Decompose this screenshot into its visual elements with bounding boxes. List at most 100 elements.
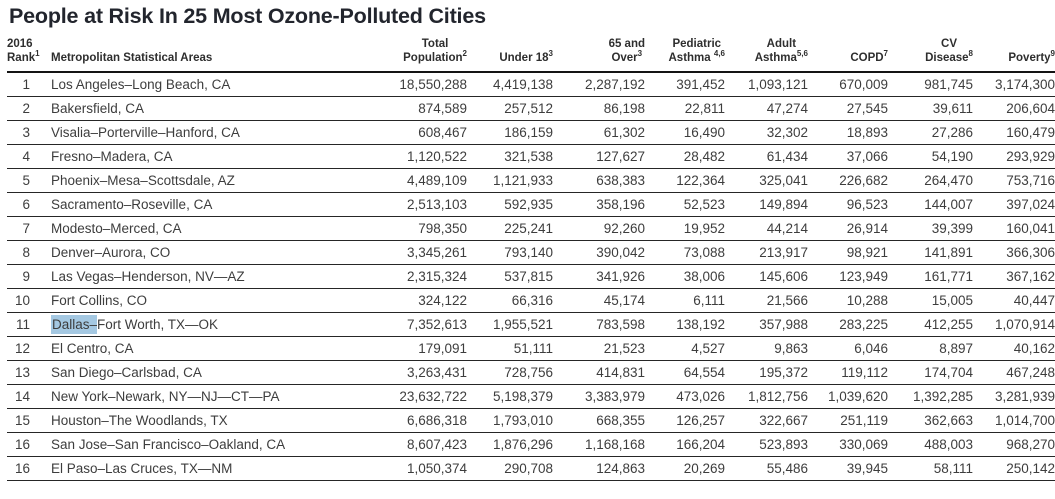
- rank-cell: 8: [7, 240, 43, 265]
- cv-disease-cell: 412,255: [888, 312, 973, 337]
- col-header-under-18: Under 183: [467, 38, 553, 73]
- col-header-metro-areas: Metropolitan Statistical Areas: [43, 38, 341, 73]
- rank-cell: 3: [7, 120, 43, 145]
- copd-cell: 251,119: [808, 408, 888, 433]
- table-row: 7 Modesto–Merced, CA 798,350 225,241 92,260 1…: [7, 216, 1055, 241]
- rank-cell: 15: [7, 408, 43, 433]
- cv-disease-cell: 58,111: [888, 456, 973, 481]
- rank-cell: 5: [7, 168, 43, 193]
- metro-area-cell: Dallas–Fort Worth, TX—OK: [43, 312, 341, 337]
- 65-and-over-cell: 414,831: [553, 360, 645, 385]
- metro-area-cell: New York–Newark, NY—NJ—CT—PA: [43, 384, 341, 409]
- adult-asthma-cell: 523,893: [725, 432, 808, 457]
- rank-cell: 9: [7, 264, 43, 289]
- 65-and-over-cell: 783,598: [553, 312, 645, 337]
- rank-cell: 16: [7, 456, 43, 481]
- copd-cell: 98,921: [808, 240, 888, 265]
- poverty-cell: 366,306: [973, 240, 1055, 265]
- table-row: 10 Fort Collins, CO 324,122 66,316 45,174 6,1…: [7, 288, 1055, 313]
- 65-and-over-cell: 92,260: [553, 216, 645, 241]
- poverty-cell: 467,248: [973, 360, 1055, 385]
- table-row: 5 Phoenix–Mesa–Scottsdale, AZ 4,489,109 1,1…: [7, 168, 1055, 193]
- copd-cell: 96,523: [808, 192, 888, 217]
- table-row: 2 Bakersfield, CA 874,589 257,512 86,198 22,8…: [7, 96, 1055, 121]
- adult-asthma-cell: 55,486: [725, 456, 808, 481]
- adult-asthma-cell: 1,093,121: [725, 72, 808, 97]
- copd-cell: 119,112: [808, 360, 888, 385]
- pediatric-asthma-cell: 16,490: [645, 120, 725, 145]
- rank-cell: 2: [7, 96, 43, 121]
- cv-disease-cell: 488,003: [888, 432, 973, 457]
- 65-and-over-cell: 1,168,168: [553, 432, 645, 457]
- text-selection-highlight[interactable]: Dallas–: [51, 315, 98, 334]
- cv-disease-cell: 264,470: [888, 168, 973, 193]
- total-population-cell: 8,607,423: [341, 432, 467, 457]
- poverty-cell: 206,604: [973, 96, 1055, 121]
- poverty-cell: 40,162: [973, 336, 1055, 361]
- copd-cell: 6,046: [808, 336, 888, 361]
- metro-area-cell: Houston–The Woodlands, TX: [43, 408, 341, 433]
- col-header-poverty: Poverty9: [973, 38, 1055, 73]
- col-header-copd: COPD7: [808, 38, 888, 73]
- under-18-cell: 793,140: [467, 240, 553, 265]
- 65-and-over-cell: 124,863: [553, 456, 645, 481]
- pediatric-asthma-cell: 73,088: [645, 240, 725, 265]
- risk-table: 2016 Rank1 Metropolitan Statistical Areas T…: [7, 38, 1055, 481]
- cv-disease-cell: 144,007: [888, 192, 973, 217]
- total-population-cell: 608,467: [341, 120, 467, 145]
- pediatric-asthma-cell: 126,257: [645, 408, 725, 433]
- under-18-cell: 51,111: [467, 336, 553, 361]
- copd-cell: 10,288: [808, 288, 888, 313]
- pediatric-asthma-cell: 28,482: [645, 144, 725, 169]
- pediatric-asthma-cell: 64,554: [645, 360, 725, 385]
- copd-cell: 123,949: [808, 264, 888, 289]
- adult-asthma-cell: 44,214: [725, 216, 808, 241]
- metro-area-cell: Fresno–Madera, CA: [43, 144, 341, 169]
- total-population-cell: 3,263,431: [341, 360, 467, 385]
- col-header-total-population: Total Population2: [341, 38, 467, 73]
- poverty-cell: 250,142: [973, 456, 1055, 481]
- cv-disease-cell: 54,190: [888, 144, 973, 169]
- table-row: 12 El Centro, CA 179,091 51,111 21,523 4,527 9…: [7, 336, 1055, 361]
- total-population-cell: 4,489,109: [341, 168, 467, 193]
- table-row: 11 Dallas–Fort Worth, TX—OK 7,352,613 1,955…: [7, 312, 1055, 337]
- table-row: 8 Denver–Aurora, CO 3,345,261 793,140 390,04…: [7, 240, 1055, 265]
- pediatric-asthma-cell: 166,204: [645, 432, 725, 457]
- 65-and-over-cell: 668,355: [553, 408, 645, 433]
- metro-area-cell: Las Vegas–Henderson, NV—AZ: [43, 264, 341, 289]
- rank-cell: 14: [7, 384, 43, 409]
- total-population-cell: 324,122: [341, 288, 467, 313]
- header-row: 2016 Rank1 Metropolitan Statistical Areas T…: [7, 38, 1055, 73]
- copd-cell: 37,066: [808, 144, 888, 169]
- under-18-cell: 1,121,933: [467, 168, 553, 193]
- under-18-cell: 321,538: [467, 144, 553, 169]
- adult-asthma-cell: 325,041: [725, 168, 808, 193]
- under-18-cell: 225,241: [467, 216, 553, 241]
- document-page: People at Risk In 25 Most Ozone-Polluted…: [7, 4, 1055, 481]
- cv-disease-cell: 174,704: [888, 360, 973, 385]
- cv-disease-cell: 27,286: [888, 120, 973, 145]
- pediatric-asthma-cell: 52,523: [645, 192, 725, 217]
- rank-cell: 13: [7, 360, 43, 385]
- cv-disease-cell: 39,399: [888, 216, 973, 241]
- metro-area-cell: Denver–Aurora, CO: [43, 240, 341, 265]
- col-header-cv-disease: CV Disease8: [888, 38, 973, 73]
- cv-disease-cell: 141,891: [888, 240, 973, 265]
- metro-area-cell: San Jose–San Francisco–Oakland, CA: [43, 432, 341, 457]
- table-row: 16 El Paso–Las Cruces, TX—NM 1,050,374 290,…: [7, 456, 1055, 481]
- adult-asthma-cell: 149,894: [725, 192, 808, 217]
- poverty-cell: 968,270: [973, 432, 1055, 457]
- metro-area-label: Fort Worth, TX—OK: [97, 317, 219, 332]
- metro-area-cell: El Centro, CA: [43, 336, 341, 361]
- poverty-cell: 40,447: [973, 288, 1055, 313]
- cv-disease-cell: 362,663: [888, 408, 973, 433]
- adult-asthma-cell: 322,667: [725, 408, 808, 433]
- total-population-cell: 18,550,288: [341, 72, 467, 97]
- metro-area-cell: Los Angeles–Long Beach, CA: [43, 72, 341, 97]
- adult-asthma-cell: 47,274: [725, 96, 808, 121]
- adult-asthma-cell: 195,372: [725, 360, 808, 385]
- under-18-cell: 66,316: [467, 288, 553, 313]
- total-population-cell: 798,350: [341, 216, 467, 241]
- rank-cell: 6: [7, 192, 43, 217]
- under-18-cell: 537,815: [467, 264, 553, 289]
